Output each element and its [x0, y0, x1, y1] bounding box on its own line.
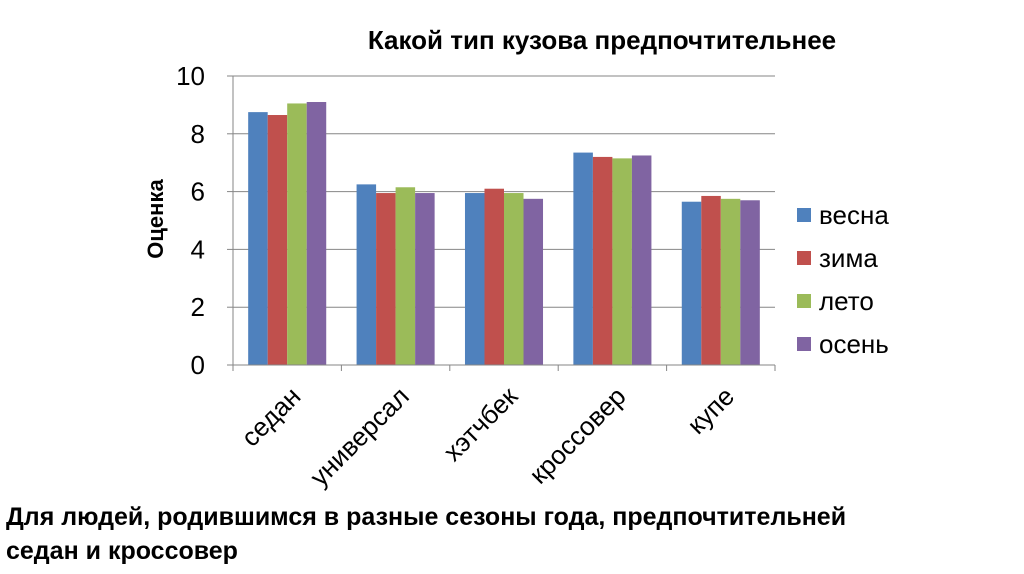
bar-хэтчбек-лето — [504, 193, 524, 365]
bar-кроссовер-осень — [631, 155, 652, 365]
bar-купе-лето — [720, 198, 741, 365]
bar-купе-зима — [701, 195, 721, 365]
x-tick-label: купе — [681, 381, 740, 440]
y-tick-label: 2 — [191, 292, 205, 322]
y-tick-label: 10 — [176, 61, 205, 91]
bars — [248, 102, 760, 365]
x-tick-label: хэтчбек — [437, 381, 523, 467]
legend-label: весна — [819, 200, 889, 230]
bar-кроссовер-лето — [612, 158, 632, 365]
bar-универсал-зима — [376, 193, 396, 365]
caption-line-2: седан и кроссовер — [6, 537, 238, 565]
bar-седан-осень — [306, 102, 327, 365]
legend-swatch-зима — [797, 251, 811, 265]
bar-хэтчбек-весна — [464, 193, 485, 365]
legend-swatch-осень — [797, 337, 811, 351]
bar-кроссовер-весна — [573, 152, 593, 365]
x-tick-label: седан — [235, 381, 306, 452]
bar-хэтчбек-осень — [523, 198, 544, 365]
axes — [227, 75, 776, 371]
x-tick-label: кроссовер — [523, 381, 632, 490]
caption-line-1: Для людей, родившимся в разные сезоны го… — [6, 503, 847, 531]
y-tick-label: 0 — [191, 350, 205, 380]
legend-label: зима — [819, 243, 878, 273]
legend-swatch-лето — [797, 294, 811, 308]
caption: Для людей, родившимся в разные сезоны го… — [6, 500, 1020, 568]
bar-chart: Какой тип кузова предпочтительнее Оценка… — [143, 25, 889, 492]
legend-label: осень — [819, 329, 889, 359]
y-axis-label: Оценка — [143, 179, 168, 259]
x-tick-label: универсал — [304, 381, 415, 492]
bar-купе-осень — [740, 200, 760, 365]
bar-универсал-лето — [395, 187, 416, 365]
bar-кроссовер-зима — [592, 156, 613, 365]
bar-универсал-осень — [415, 193, 435, 365]
y-tick-label: 4 — [191, 234, 205, 264]
bar-хэтчбек-зима — [484, 188, 504, 365]
bar-седан-лето — [287, 103, 307, 365]
chart-title: Какой тип кузова предпочтительнее — [368, 25, 836, 55]
legend-label: лето — [819, 286, 874, 316]
bar-универсал-весна — [356, 184, 377, 365]
bar-купе-весна — [681, 201, 702, 365]
bar-седан-весна — [248, 112, 268, 365]
y-tick-label: 6 — [191, 177, 205, 207]
legend-swatch-весна — [797, 208, 811, 222]
bar-седан-зима — [267, 115, 288, 365]
y-tick-label: 8 — [191, 119, 205, 149]
legend: весна зима лето осень — [797, 200, 889, 359]
